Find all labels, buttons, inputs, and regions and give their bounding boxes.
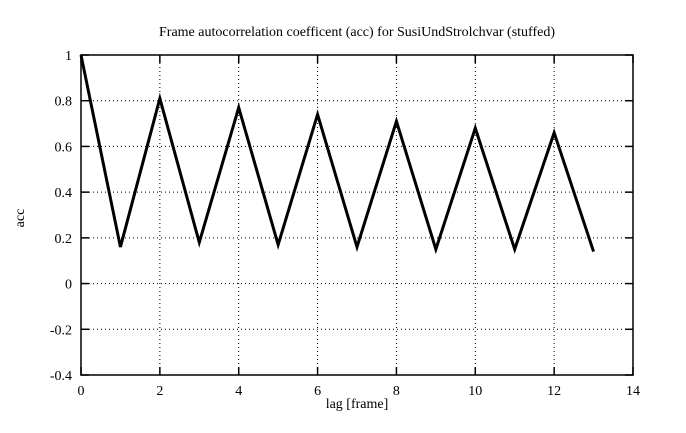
plot-border [80,54,634,376]
y-tick-label: -0.2 [50,323,72,338]
y-tick-label: -0.4 [50,369,72,384]
x-tick-label: 8 [393,384,400,399]
acc-data-line [79,54,595,255]
y-tick-label: 0.4 [55,186,73,201]
x-tick-label: 12 [547,384,561,399]
chart-title: Frame autocorrelation coefficent (acc) f… [159,25,555,40]
x-tick-label: 2 [156,384,163,399]
y-tick-label: 0.8 [55,95,73,110]
x-axis-label: lag [frame] [325,397,389,412]
y-tick-label: 0 [65,278,72,293]
x-tick-label: 10 [468,384,482,399]
x-tick-label: 0 [78,384,85,399]
y-tick-label: 0.2 [55,232,73,247]
y-tick-label: 0.6 [55,140,73,155]
x-tick-label: 6 [314,384,321,399]
x-tick-label: 14 [626,384,640,399]
y-tick-label: 1 [65,49,72,64]
x-tick-label: 4 [235,384,242,399]
